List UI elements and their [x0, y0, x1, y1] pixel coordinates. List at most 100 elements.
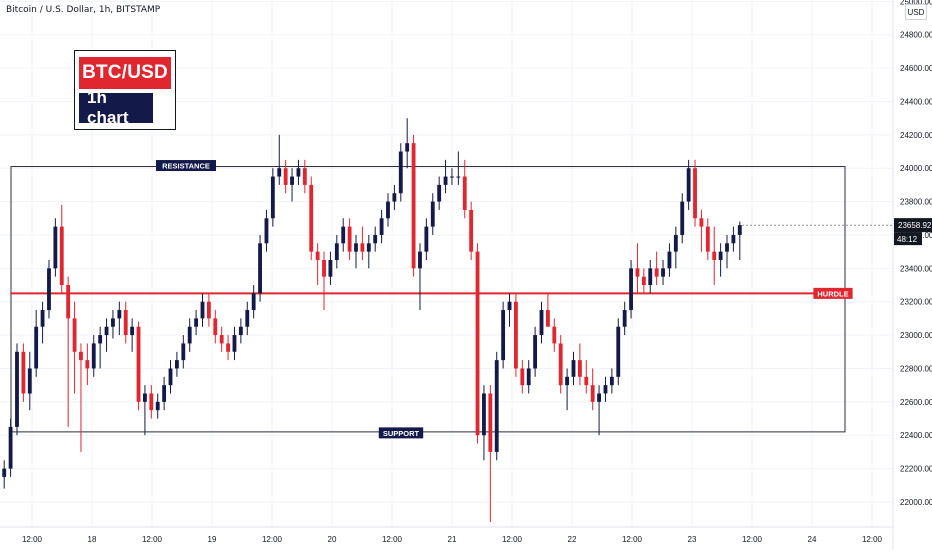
candle	[654, 251, 659, 286]
candle	[187, 318, 192, 352]
candle	[373, 226, 378, 252]
candle	[475, 243, 480, 444]
brand-badge: BTC/USD 1h chart	[74, 50, 176, 130]
candle-body	[411, 143, 416, 269]
x-tick-label: 19	[208, 535, 217, 544]
candle-body	[91, 343, 96, 369]
candle	[226, 335, 230, 361]
candle	[8, 418, 13, 477]
candle-body	[424, 226, 429, 252]
candle	[98, 326, 103, 369]
candle	[539, 301, 544, 344]
candle-body	[8, 426, 13, 469]
candle	[590, 368, 595, 411]
candle-body	[552, 326, 557, 344]
candle	[501, 301, 506, 369]
candle	[194, 310, 199, 336]
candle	[85, 343, 90, 386]
support-label: SUPPORT	[378, 427, 424, 439]
last-price-tag: 23658.92	[894, 218, 932, 233]
candle	[661, 259, 665, 286]
currency-button[interactable]: USD	[905, 4, 927, 20]
candle	[648, 259, 653, 294]
candle	[341, 218, 346, 252]
hurdle-label-bg	[813, 287, 853, 299]
x-tick-label: 12:00	[502, 535, 523, 544]
candle-body	[155, 401, 160, 411]
x-tick-label: 23	[688, 535, 697, 544]
candle	[558, 335, 563, 394]
candle	[571, 351, 576, 386]
candle-body	[725, 243, 729, 252]
candle	[482, 385, 486, 461]
candle	[712, 226, 717, 286]
candle-body	[47, 268, 51, 311]
candle	[245, 301, 250, 336]
candle-body	[200, 301, 205, 319]
symbol-title[interactable]: Bitcoin / U.S. Dollar, 1h, BITSTAMP	[6, 5, 161, 15]
candle-body	[219, 335, 224, 344]
countdown-bg	[894, 232, 922, 246]
candle	[66, 276, 71, 427]
brand-pair-label: BTC/USD	[79, 57, 171, 89]
candle	[91, 335, 96, 377]
candle-body	[488, 393, 493, 452]
candle-body	[622, 310, 627, 327]
x-tick-label: 12:00	[142, 535, 163, 544]
candle-body	[72, 318, 77, 352]
candle	[488, 385, 493, 522]
candle-body	[571, 360, 576, 377]
candle	[174, 351, 179, 377]
candle	[53, 218, 58, 277]
candle	[456, 151, 461, 185]
candle-body	[648, 268, 653, 286]
candle	[366, 234, 371, 269]
candle-body	[520, 368, 525, 386]
candle-body	[418, 251, 422, 269]
candle	[603, 376, 608, 402]
candle-body	[143, 393, 147, 402]
candle	[526, 360, 531, 394]
candle-body	[53, 226, 58, 269]
candle-body	[437, 184, 442, 202]
candle-body	[15, 351, 19, 427]
candle	[437, 176, 442, 210]
candle	[168, 360, 173, 394]
candle	[609, 368, 614, 394]
candle	[149, 385, 154, 419]
candle	[514, 293, 518, 377]
candle	[424, 218, 429, 260]
candle-body	[213, 318, 218, 336]
candle	[616, 318, 621, 386]
candle-body	[584, 376, 589, 386]
candle-body	[705, 226, 710, 252]
candle-body	[603, 385, 608, 394]
resistance-label-bg	[156, 160, 216, 172]
candle	[47, 259, 51, 319]
candle	[130, 318, 135, 352]
candle	[206, 293, 211, 327]
candle-body	[130, 326, 135, 336]
candle-body	[456, 176, 461, 178]
candle	[398, 143, 403, 202]
candle-body	[187, 326, 192, 344]
candle	[181, 335, 186, 369]
y-tick-label: 24800.00	[900, 31, 932, 40]
x-tick-label: 12:00	[262, 535, 283, 544]
candle-body	[462, 176, 467, 210]
candle-body	[21, 351, 26, 394]
candle-body	[174, 360, 179, 369]
candle-body	[635, 268, 640, 277]
candle	[213, 310, 218, 344]
y-tick-label: 24200.00	[900, 131, 932, 140]
candle-body	[514, 301, 518, 369]
candle-body	[686, 168, 691, 202]
candle-body	[373, 234, 378, 244]
candle	[725, 234, 729, 269]
candle-body	[245, 310, 250, 327]
candle-body	[322, 259, 326, 277]
candle	[200, 293, 205, 327]
candle	[72, 301, 77, 394]
